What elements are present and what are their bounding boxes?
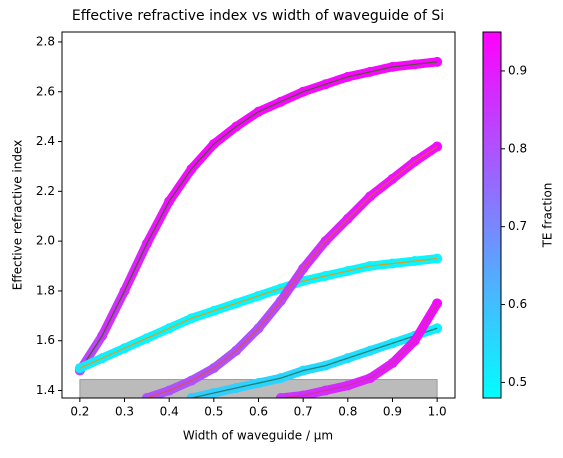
y-tick-label: 2.2 <box>36 184 55 198</box>
x-axis-label: Width of waveguide / µm <box>183 429 333 443</box>
x-tick-label: 0.4 <box>160 405 179 419</box>
y-axis-label: Effective refractive index <box>11 140 25 291</box>
colorbar-tick-label: 0.5 <box>508 375 527 389</box>
colorbar-tick-label: 0.7 <box>508 219 527 233</box>
mode-line <box>280 303 438 398</box>
y-tick-label: 2.8 <box>36 34 55 48</box>
x-tick-label: 0.6 <box>249 405 268 419</box>
y-tick-label: 2.6 <box>36 84 55 98</box>
colorbar-label: TE fraction <box>541 183 555 249</box>
y-tick-label: 2.0 <box>36 234 55 248</box>
x-tick-label: 0.7 <box>294 405 313 419</box>
y-tick-label: 1.4 <box>36 383 55 397</box>
colorbar-tick-label: 0.9 <box>508 63 527 77</box>
mode-line <box>146 145 438 398</box>
mode-point <box>432 56 443 67</box>
x-tick-label: 0.9 <box>383 405 402 419</box>
colorbar-tick-label: 0.8 <box>508 141 527 155</box>
mode-point <box>186 393 197 398</box>
mode-point <box>275 393 286 398</box>
x-tick-label: 0.8 <box>338 405 357 419</box>
y-tick-label: 1.6 <box>36 333 55 347</box>
mode-line <box>79 257 438 369</box>
chart-title: Effective refractive index vs width of w… <box>72 8 444 24</box>
mode-line <box>191 327 438 398</box>
colorbar <box>482 31 502 399</box>
mode-line <box>79 61 438 371</box>
y-tick-label: 2.4 <box>36 134 55 148</box>
x-tick-label: 0.2 <box>70 405 89 419</box>
colorbar-tick-label: 0.6 <box>508 297 527 311</box>
y-tick-label: 1.8 <box>36 283 55 297</box>
x-tick-label: 1.0 <box>428 405 447 419</box>
plot-area <box>74 56 443 398</box>
x-tick-label: 0.5 <box>204 405 223 419</box>
x-tick-label: 0.3 <box>115 405 134 419</box>
